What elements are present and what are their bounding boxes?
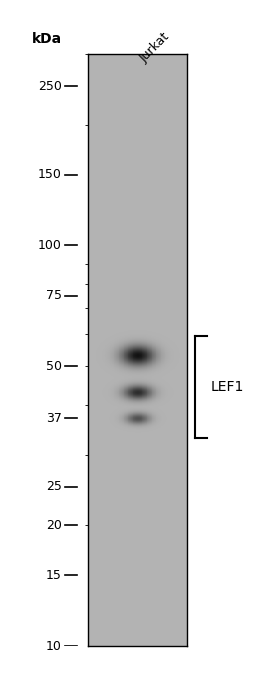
Text: 100: 100	[38, 239, 61, 252]
Text: 250: 250	[38, 80, 61, 92]
Text: 50: 50	[45, 360, 61, 373]
Text: 150: 150	[38, 169, 61, 182]
Text: LEF1: LEF1	[211, 380, 244, 394]
Text: 15: 15	[46, 569, 61, 582]
Text: 25: 25	[46, 480, 61, 493]
Text: Jurkat: Jurkat	[138, 30, 172, 65]
Text: 10: 10	[46, 639, 61, 653]
Text: kDa: kDa	[32, 33, 61, 46]
Text: 20: 20	[46, 519, 61, 532]
Text: 75: 75	[45, 289, 61, 302]
Text: 37: 37	[46, 412, 61, 425]
